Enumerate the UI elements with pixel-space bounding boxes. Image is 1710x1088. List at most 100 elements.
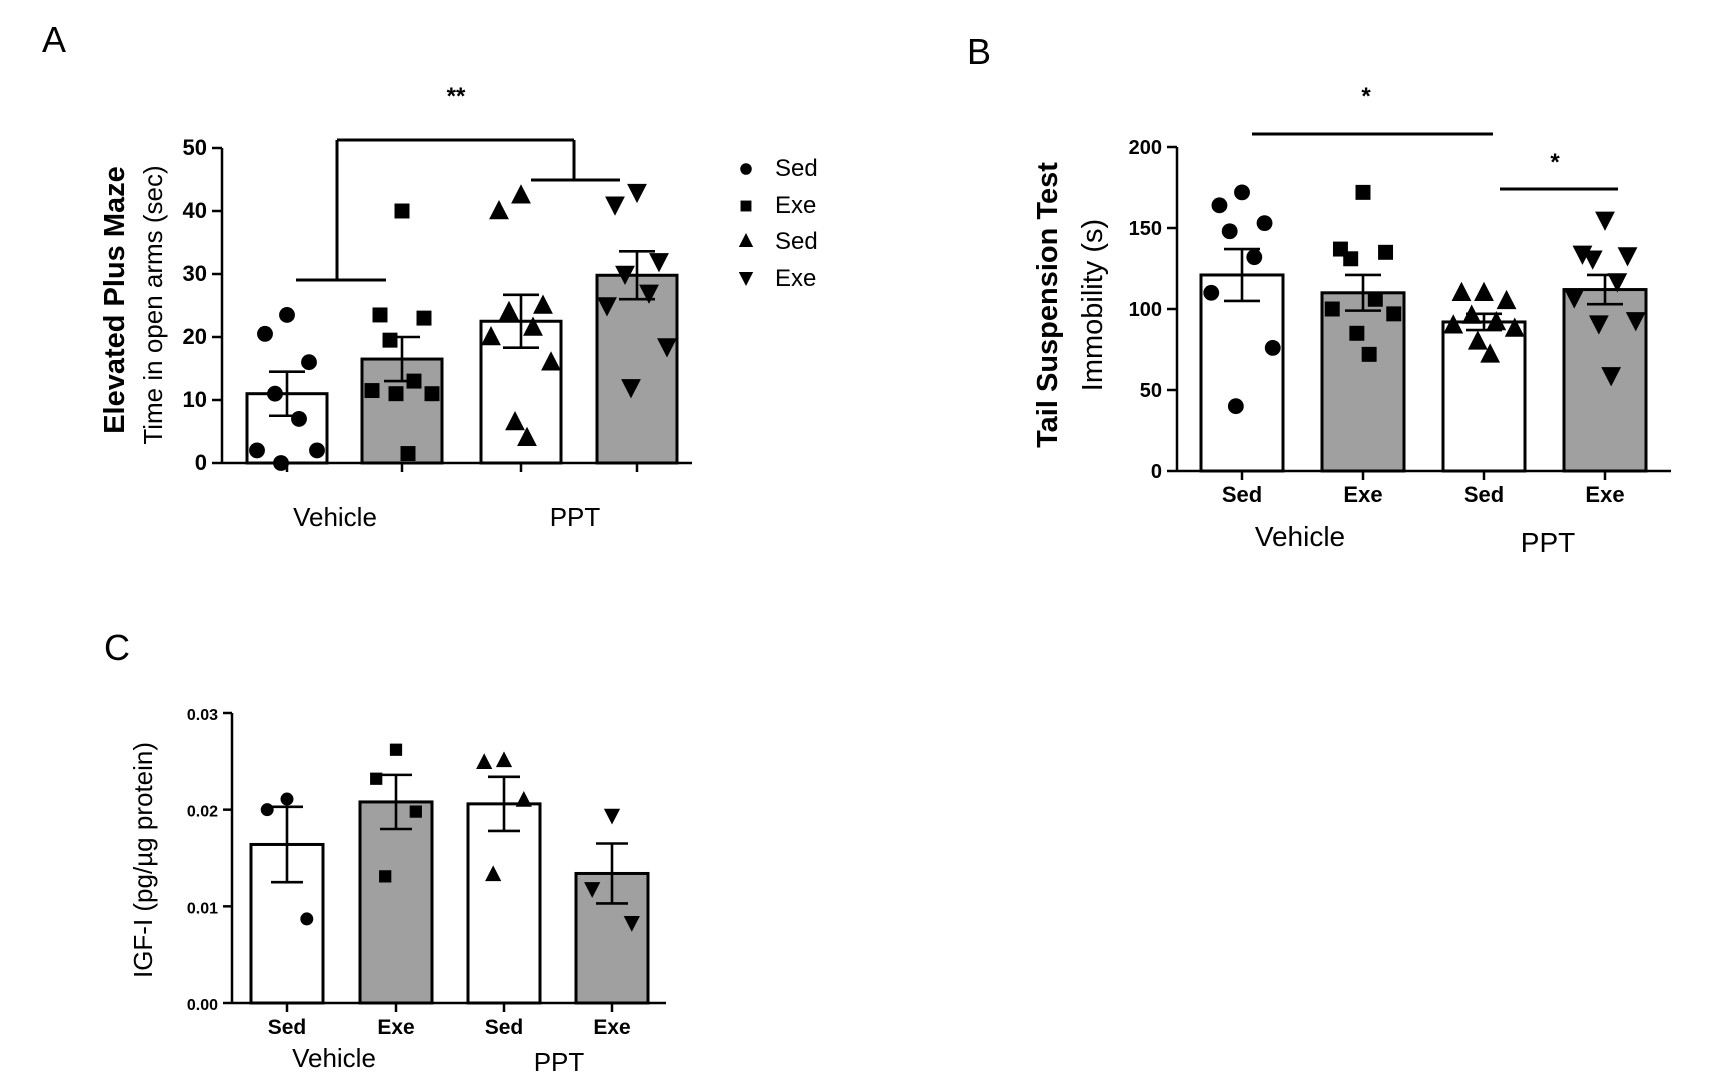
data-point (605, 196, 625, 216)
data-point (301, 354, 317, 371)
data-point (1256, 215, 1273, 232)
y-tick-label: 0 (1151, 461, 1162, 483)
data-point (476, 753, 493, 770)
data-point (1588, 315, 1609, 335)
data-point (1607, 273, 1628, 293)
data-point (1355, 184, 1371, 200)
data-point (533, 294, 553, 314)
data-point (291, 410, 307, 427)
data-point (1601, 367, 1622, 387)
data-point (1496, 289, 1517, 310)
chart-b-significance-2: * (1550, 149, 1560, 176)
chart-b: Tail Suspension Test Immobility (s) Vehi… (1032, 83, 1671, 558)
data-point (370, 772, 383, 785)
data-point (379, 870, 392, 883)
panel-letter-a: A (42, 19, 66, 60)
y-tick-label: 0.03 (187, 707, 218, 724)
data-point (1595, 211, 1615, 231)
data-point (249, 442, 265, 459)
data-point (260, 803, 274, 817)
data-point (382, 332, 398, 348)
legend-label-sed-ppt: Sed (775, 228, 818, 255)
data-point (481, 326, 501, 346)
y-tick-label: 50 (183, 135, 207, 160)
chart-b-title: Tail Suspension Test (1032, 162, 1064, 448)
data-point (515, 791, 532, 807)
data-point (623, 916, 640, 932)
legend-marker (738, 233, 754, 247)
chart-a-legend: Sed Exe Sed Exe (738, 155, 818, 292)
data-point (1227, 398, 1244, 415)
y-tick-label: 30 (183, 261, 207, 286)
legend-marker (740, 200, 752, 212)
data-point (1234, 184, 1250, 201)
data-point (621, 379, 641, 399)
data-point (394, 203, 410, 219)
y-tick-label: 50 (1140, 380, 1162, 402)
data-point (280, 792, 294, 806)
chart-b-ylabel: Immobility (s) (1077, 219, 1109, 391)
data-point (649, 253, 669, 273)
panel-letter-c: C (104, 627, 130, 668)
legend-label-exe: Exe (775, 192, 816, 219)
data-point (495, 751, 513, 768)
data-point (1486, 310, 1507, 331)
data-point (1246, 249, 1263, 266)
x-category-label: Sed (268, 1016, 307, 1039)
chart-c-ylabel: IGF-I (pg/µg protein) (128, 742, 158, 978)
chart-a-title: Elevated Plus Maze (99, 166, 131, 434)
data-point (597, 297, 617, 317)
data-point (1264, 339, 1281, 356)
data-point (584, 882, 601, 898)
data-point (517, 426, 537, 447)
data-point (1367, 291, 1383, 307)
chart-a: Elevated Plus Maze Time in open arms (se… (99, 83, 818, 532)
data-point (1625, 312, 1646, 332)
bar (466, 802, 542, 1005)
data-point (267, 385, 283, 402)
data-point (400, 446, 416, 462)
data-point (388, 386, 404, 402)
data-point (1474, 281, 1494, 302)
data-point (511, 184, 531, 204)
data-point (657, 338, 677, 358)
data-point (1451, 281, 1472, 302)
data-point (603, 808, 621, 825)
chart-b-group-vehicle: Vehicle (1255, 521, 1345, 552)
data-point (372, 307, 388, 323)
data-point (1349, 325, 1365, 341)
data-point (499, 300, 519, 321)
data-point (615, 265, 635, 285)
data-point (505, 411, 525, 431)
data-point (1361, 346, 1377, 362)
data-point (1386, 306, 1402, 322)
data-point (1443, 314, 1464, 334)
data-point (1211, 197, 1228, 214)
bar (1199, 273, 1285, 473)
data-point (416, 310, 432, 326)
data-point (1461, 304, 1482, 324)
chart-a-significance: ** (447, 83, 466, 110)
y-tick-label: 150 (1129, 218, 1162, 240)
chart-a-ylabel: Time in open arms (sec) (138, 165, 168, 444)
data-point (1467, 330, 1488, 350)
data-point (1221, 223, 1238, 240)
x-category-label: Sed (1222, 482, 1262, 507)
data-point (1582, 250, 1603, 270)
x-category-label: Exe (593, 1016, 630, 1039)
data-point (300, 912, 314, 926)
panel-letter-b: B (967, 31, 991, 72)
chart-c-group-vehicle: Vehicle (292, 1043, 376, 1073)
data-point (1480, 343, 1501, 363)
legend-label-exe-ppt: Exe (775, 265, 816, 292)
data-point (389, 743, 403, 756)
data-point (309, 442, 325, 459)
data-point (424, 386, 440, 402)
chart-a-group-ppt: PPT (550, 502, 601, 532)
chart-c: IGF-I (pg/µg protein) Vehicle PPT 0.00 0.… (128, 707, 666, 1077)
x-category-label: Sed (485, 1016, 524, 1039)
data-point (1324, 301, 1340, 317)
data-point (257, 325, 273, 342)
y-tick-label: 10 (183, 387, 207, 412)
